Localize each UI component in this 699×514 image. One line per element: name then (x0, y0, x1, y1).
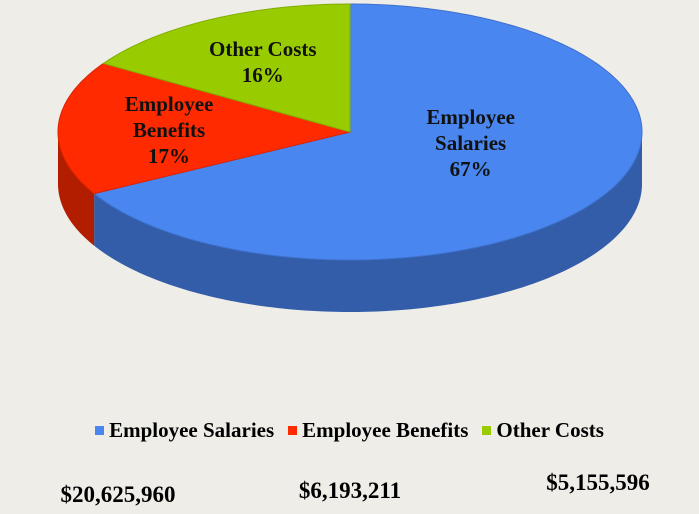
slice-percent: 67% (449, 157, 492, 182)
legend-item: Employee Salaries (95, 418, 274, 443)
amounts: $20,625,960 $6,193,211 $5,155,596 (0, 470, 699, 508)
legend-label: Employee Salaries (109, 418, 275, 442)
slice-name: Employee Salaries (426, 105, 515, 156)
slice-label: Employee Salaries 67% (411, 104, 531, 182)
slice-percent: 16% (241, 63, 284, 88)
pie-chart (57, 3, 643, 312)
slice (57, 62, 352, 195)
slice-label: Other Costs 16% (203, 36, 323, 88)
slice-name: Other Costs (209, 37, 317, 62)
slice-side (94, 132, 642, 312)
amount: $20,625,960 (60, 482, 176, 507)
legend-swatch (95, 426, 105, 435)
slice-percent: 17% (148, 143, 191, 168)
slice-side (58, 132, 95, 246)
amount: $5,155,596 (546, 470, 650, 495)
legend: Employee Salaries Employee Benefits Other … (0, 418, 699, 443)
slice-name: Employee Benefits (124, 91, 214, 142)
legend-swatch (288, 426, 298, 435)
legend-label: Employee Benefits (302, 418, 469, 442)
legend-item: Employee Benefits (288, 418, 468, 443)
slice (92, 3, 643, 261)
slice-label: Employee Benefits 17% (109, 91, 229, 169)
legend-swatch (482, 426, 492, 435)
legend-label: Other Costs (496, 418, 604, 442)
slice (102, 3, 351, 133)
amount: $6,193,211 (298, 478, 402, 503)
legend-item: Other Costs (482, 418, 604, 443)
